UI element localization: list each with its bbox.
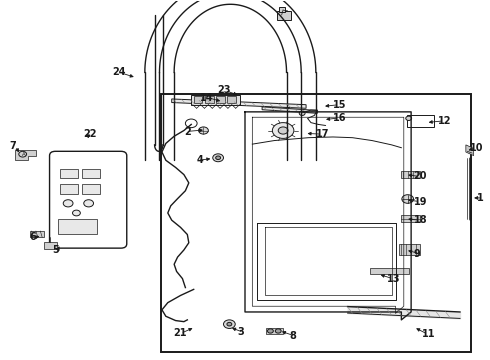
Bar (227, 96, 236, 103)
Text: 7: 7 (9, 141, 16, 151)
Circle shape (63, 200, 73, 207)
Polygon shape (262, 107, 318, 113)
Circle shape (402, 195, 414, 203)
Text: 10: 10 (470, 143, 483, 153)
Text: 4: 4 (196, 155, 203, 165)
Text: 2: 2 (185, 127, 191, 136)
Text: 12: 12 (438, 116, 451, 126)
Circle shape (272, 123, 294, 138)
Circle shape (275, 329, 281, 333)
Bar (277, 12, 292, 21)
Text: 16: 16 (333, 113, 346, 123)
Text: 15: 15 (333, 100, 346, 110)
Polygon shape (191, 95, 240, 105)
Polygon shape (44, 242, 57, 249)
Bar (205, 96, 214, 103)
Polygon shape (60, 184, 78, 194)
Text: 24: 24 (112, 67, 125, 77)
Polygon shape (58, 220, 98, 234)
Circle shape (19, 151, 26, 157)
Text: 1: 1 (477, 193, 483, 203)
Bar (194, 96, 202, 103)
Text: 18: 18 (414, 215, 427, 225)
Circle shape (227, 322, 232, 326)
Text: 21: 21 (173, 328, 186, 338)
Circle shape (73, 210, 80, 216)
Polygon shape (401, 215, 420, 222)
Bar (216, 96, 225, 103)
Polygon shape (60, 169, 78, 178)
Polygon shape (172, 99, 306, 108)
Text: 8: 8 (289, 331, 296, 341)
Bar (161, 94, 471, 352)
Circle shape (299, 111, 305, 116)
Circle shape (84, 200, 94, 207)
Polygon shape (370, 268, 409, 274)
Circle shape (406, 116, 412, 121)
Circle shape (216, 156, 220, 159)
Text: 6: 6 (29, 232, 36, 242)
Polygon shape (82, 184, 100, 194)
Bar (407, 116, 434, 127)
Circle shape (268, 329, 273, 333)
Text: 5: 5 (52, 245, 59, 255)
Text: A: A (22, 152, 26, 157)
Polygon shape (15, 149, 36, 160)
Text: 11: 11 (422, 329, 436, 339)
Polygon shape (401, 171, 420, 178)
Polygon shape (30, 231, 44, 237)
Circle shape (278, 127, 288, 134)
Circle shape (213, 154, 223, 162)
Text: 13: 13 (387, 274, 400, 284)
Text: 20: 20 (414, 171, 427, 181)
Text: 14: 14 (200, 93, 213, 103)
Text: 3: 3 (238, 327, 245, 337)
Text: 17: 17 (316, 129, 329, 139)
Text: 19: 19 (414, 197, 427, 207)
Bar (279, 7, 285, 12)
Polygon shape (466, 145, 474, 156)
Text: 22: 22 (83, 129, 96, 139)
Polygon shape (266, 328, 283, 334)
Polygon shape (82, 169, 100, 178)
Circle shape (198, 127, 208, 134)
Circle shape (223, 320, 235, 328)
Polygon shape (399, 244, 420, 255)
Text: 23: 23 (217, 85, 230, 95)
Text: 9: 9 (414, 248, 420, 258)
